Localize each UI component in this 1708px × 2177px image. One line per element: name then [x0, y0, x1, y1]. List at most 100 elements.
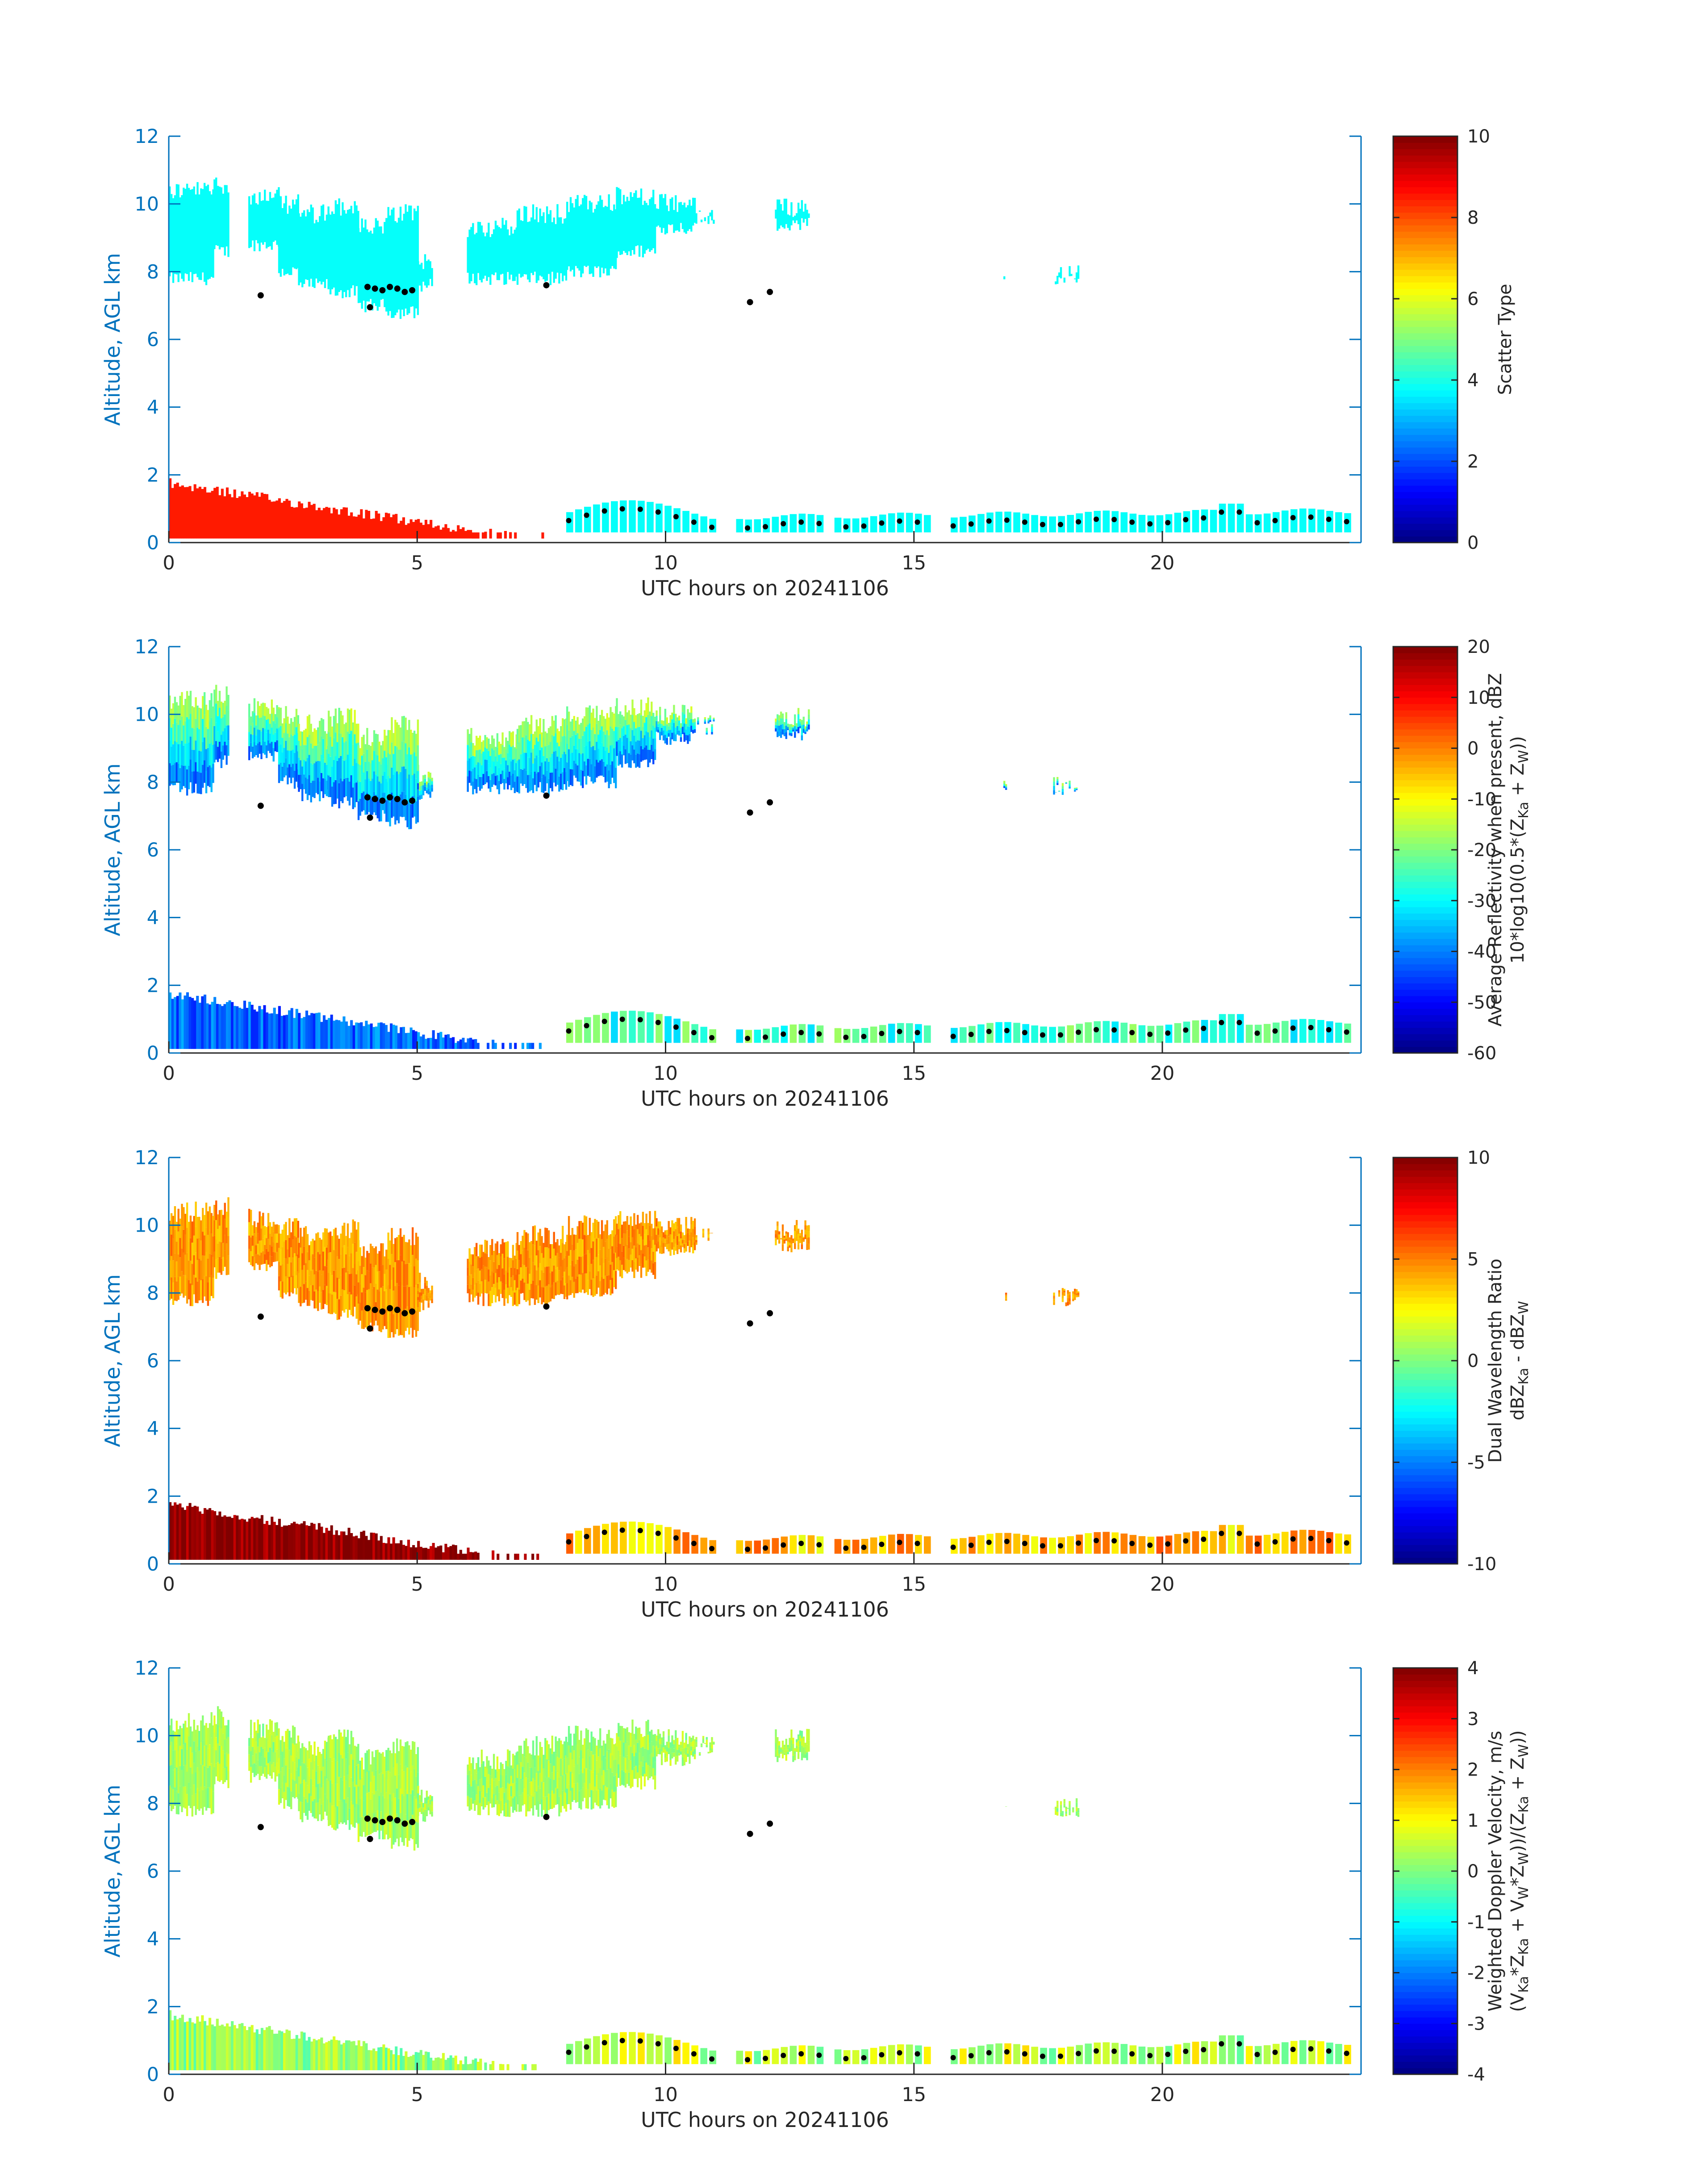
cloud-column	[689, 1234, 691, 1241]
cloud-column	[618, 714, 620, 727]
cloud-column	[547, 1777, 550, 1794]
colorbar-swatch	[1393, 1545, 1457, 1552]
cloud-column	[645, 1260, 647, 1276]
cloud-column	[510, 761, 513, 776]
cloud-column	[417, 1808, 419, 1816]
cloud-column	[189, 1283, 192, 1306]
cloud-column	[426, 1803, 428, 1810]
cloud-column	[250, 1224, 252, 1237]
low-cloud-cell	[1245, 514, 1253, 533]
cloud-column	[271, 742, 273, 756]
cloud-column	[678, 1218, 681, 1226]
cloud-column	[378, 1251, 380, 1271]
cloud-column	[198, 707, 200, 729]
cloud-column	[501, 757, 504, 771]
cloud-column	[401, 221, 404, 310]
cloud-column	[505, 760, 507, 772]
cloud-column	[571, 735, 574, 753]
cloud-column	[382, 758, 384, 776]
cloud-column	[602, 1770, 605, 1785]
low-layer-column	[509, 532, 512, 539]
cloud-column	[298, 775, 300, 792]
cloud-column	[322, 204, 325, 282]
cloud-column	[801, 1244, 803, 1249]
cloud-column	[293, 204, 296, 269]
cloud-column	[539, 718, 541, 734]
cloud-column	[269, 1256, 271, 1267]
cloud-column	[257, 743, 259, 758]
cloud-column	[507, 1766, 509, 1783]
cloud-column	[417, 1822, 419, 1848]
cloud-column	[326, 1797, 328, 1816]
cloud-column	[408, 205, 410, 313]
low-layer-column	[335, 1530, 338, 1560]
cloud-column	[493, 229, 495, 276]
cloud-column	[271, 1226, 273, 1237]
cloud-column	[797, 727, 800, 733]
low-layer-column	[536, 1554, 539, 1560]
cloud-column	[486, 1793, 488, 1805]
colorbar-swatch	[1393, 1304, 1457, 1310]
cloud-column	[569, 1250, 572, 1265]
heatmap-data	[169, 1197, 1351, 1560]
cloud-column	[611, 1789, 614, 1807]
cloud-column	[488, 1788, 490, 1802]
colorbar-swatch	[1393, 1246, 1457, 1253]
cloud-column	[537, 1801, 539, 1817]
cloud-column	[276, 1252, 278, 1262]
cloud-column	[633, 193, 635, 255]
cloud-column	[668, 730, 670, 733]
low-layer-column	[181, 999, 184, 1049]
cloud-column	[642, 727, 644, 738]
marker-dot	[781, 521, 786, 526]
cloud-column	[391, 1825, 393, 1849]
cloud-column	[527, 1250, 529, 1267]
cloud-column	[250, 1251, 252, 1265]
cloud-column	[322, 1766, 325, 1784]
cloud-column	[582, 1745, 584, 1759]
cloud-column	[697, 719, 699, 721]
cloud-column	[571, 1745, 574, 1760]
marker-dot	[655, 1530, 661, 1536]
low-layer-column	[333, 507, 336, 539]
cloud-column	[193, 1720, 195, 1742]
cloud-column	[342, 737, 344, 760]
low-layer-column	[427, 524, 430, 539]
cloud-column	[576, 1764, 579, 1783]
cloud-column	[424, 1797, 426, 1804]
colorbar-swatch	[1393, 939, 1457, 945]
cloud-column	[328, 732, 330, 754]
cloud-column	[477, 1757, 480, 1772]
cloud-column	[347, 731, 349, 755]
cloud-column	[503, 779, 505, 790]
x-tick-label: 20	[1150, 552, 1175, 574]
cloud-column	[397, 1751, 400, 1775]
cloud-column	[394, 798, 397, 825]
low-cloud-cell	[647, 501, 654, 533]
cloud-column	[217, 731, 219, 747]
cloud-column	[376, 1770, 379, 1790]
cloud-column	[652, 726, 655, 739]
cloud-column	[616, 1733, 618, 1747]
cloud-column	[601, 1760, 603, 1776]
cloud-column	[505, 1256, 507, 1270]
cloud-column	[575, 1249, 577, 1264]
cloud-column	[707, 1237, 710, 1241]
cloud-column	[209, 1254, 211, 1277]
cloud-column	[262, 1251, 264, 1264]
cloud-column	[671, 732, 673, 740]
low-cloud-cell	[1308, 1530, 1315, 1554]
cloud-column	[274, 732, 276, 742]
cloud-column	[410, 804, 412, 829]
cloud-column	[331, 1739, 334, 1762]
cloud-column	[539, 1263, 541, 1280]
colorbar-swatch	[1393, 1034, 1457, 1041]
colorbar-swatch	[1393, 710, 1457, 717]
cloud-column	[288, 1257, 291, 1277]
cloud-column	[382, 1265, 384, 1287]
cloud-column	[207, 184, 209, 280]
cloud-column	[590, 1232, 593, 1248]
cloud-column	[269, 743, 271, 753]
colorbar-swatch	[1393, 225, 1457, 232]
marker-dot	[1219, 509, 1224, 515]
